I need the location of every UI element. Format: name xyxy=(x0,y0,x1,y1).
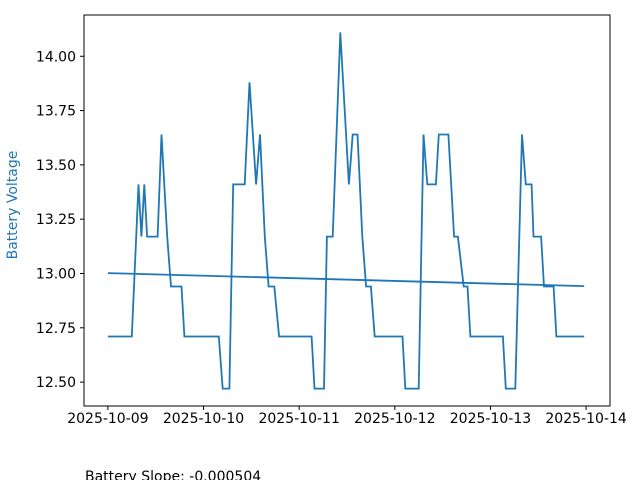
x-tick-label: 2025-10-12 xyxy=(354,411,435,427)
x-tick-label: 2025-10-14 xyxy=(545,411,626,427)
battery-voltage xyxy=(107,32,585,390)
stats-annotations: Battery Slope: -0.000504 Battery Min: 12… xyxy=(85,432,378,480)
battery-slope-text: Battery Slope: -0.000504 xyxy=(85,469,262,480)
x-tick-label: 2025-10-13 xyxy=(450,411,531,427)
x-tick-label: 2025-10-09 xyxy=(67,411,148,427)
y-tick-label: 12.50 xyxy=(36,375,76,391)
trend-line xyxy=(107,272,585,287)
y-tick-label: 13.75 xyxy=(36,104,76,120)
y-tick-label: 12.75 xyxy=(36,321,76,337)
y-tick-label: 13.00 xyxy=(36,266,76,282)
y-tick-label: 14.00 xyxy=(36,49,76,65)
y-tick-label: 13.50 xyxy=(36,158,76,174)
y-axis-label: Battery Voltage xyxy=(5,151,21,260)
y-tick-label: 13.25 xyxy=(36,212,76,228)
plot-border xyxy=(83,14,611,407)
x-tick-label: 2025-10-11 xyxy=(258,411,339,427)
x-tick-label: 2025-10-10 xyxy=(163,411,244,427)
